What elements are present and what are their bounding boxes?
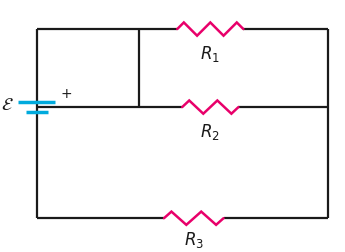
Text: $R_1$: $R_1$ [200,44,220,65]
Text: $\mathcal{E}$: $\mathcal{E}$ [1,96,13,114]
Text: $R_3$: $R_3$ [184,230,204,250]
Text: $+$: $+$ [60,87,72,101]
Text: $R_2$: $R_2$ [200,122,220,142]
